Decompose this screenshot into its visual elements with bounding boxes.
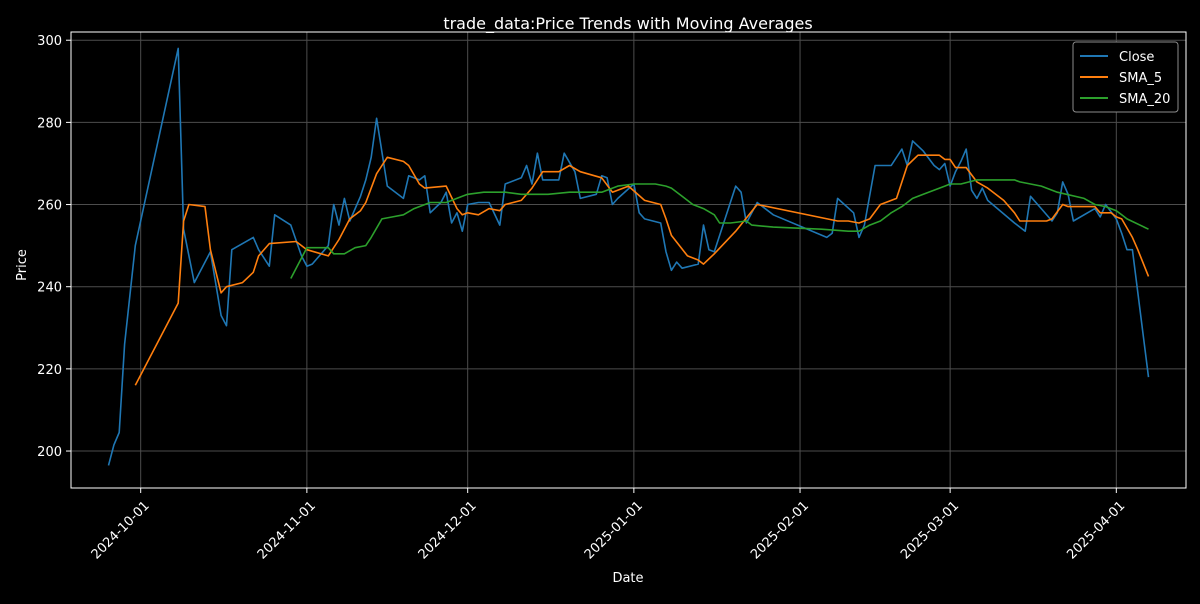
series-line-sma-5 bbox=[134, 154, 1150, 386]
legend: Close SMA_5 SMA_20 bbox=[1072, 41, 1179, 113]
y-tick-label: 240 bbox=[37, 281, 62, 296]
y-tick-label: 300 bbox=[37, 34, 62, 49]
plot-frame bbox=[70, 31, 1187, 489]
series-line-close bbox=[107, 47, 1150, 466]
legend-label-sma20: SMA_20 bbox=[1119, 92, 1170, 107]
x-axis-label: Date bbox=[612, 571, 643, 586]
series-line-sma-20 bbox=[290, 179, 1149, 279]
y-tick-label: 260 bbox=[37, 199, 62, 214]
y-tick-label: 220 bbox=[37, 363, 62, 378]
y-axis-label: Price bbox=[15, 249, 30, 281]
y-tick-label: 200 bbox=[37, 445, 62, 460]
legend-box bbox=[1072, 41, 1179, 113]
series-layer bbox=[107, 47, 1150, 466]
chart-title: trade_data:Price Trends with Moving Aver… bbox=[443, 14, 812, 34]
y-tick-label: 280 bbox=[37, 116, 62, 131]
legend-label-close: Close bbox=[1119, 50, 1154, 65]
legend-label-sma5: SMA_5 bbox=[1119, 71, 1162, 86]
grid-layer bbox=[71, 32, 1186, 488]
